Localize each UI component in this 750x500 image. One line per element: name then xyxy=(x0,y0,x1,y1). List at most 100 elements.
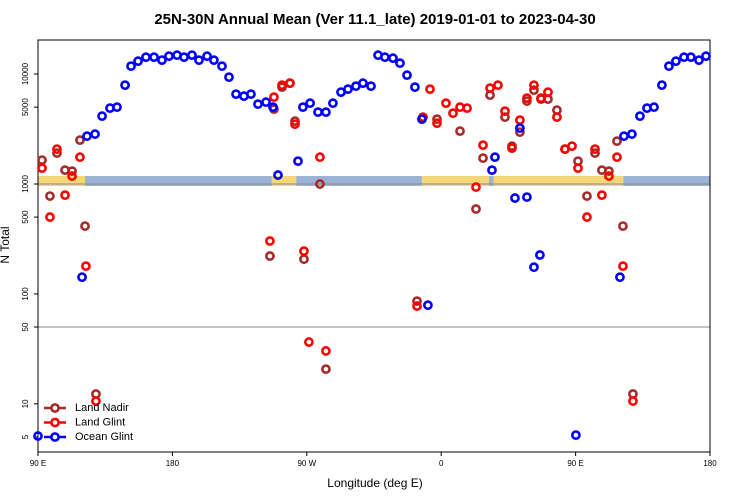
data-point xyxy=(33,431,43,441)
data-point xyxy=(60,190,70,201)
y-tick-label: 10000 xyxy=(21,62,30,85)
y-tick-label: 500 xyxy=(21,210,30,224)
y-tick-label: 100 xyxy=(21,287,30,301)
data-point xyxy=(202,51,212,62)
data-point xyxy=(293,156,303,167)
chart-title: 25N-30N Annual Mean (Ver 11.1_late) 2019… xyxy=(154,11,595,28)
data-point xyxy=(97,111,107,122)
data-point xyxy=(194,55,204,66)
data-point xyxy=(277,80,287,91)
data-point xyxy=(612,136,622,147)
land-segment xyxy=(421,175,489,186)
data-point xyxy=(514,127,525,138)
data-point xyxy=(313,107,323,118)
data-point xyxy=(179,52,189,63)
data-point xyxy=(432,114,442,125)
data-point xyxy=(487,165,497,176)
data-point xyxy=(522,93,532,104)
data-point xyxy=(305,98,315,109)
data-point xyxy=(120,80,130,91)
data-point xyxy=(75,135,85,146)
data-point xyxy=(75,152,85,163)
land-segment xyxy=(493,175,624,186)
data-point xyxy=(485,83,495,94)
data-point xyxy=(290,119,300,130)
data-point xyxy=(90,129,100,139)
data-point xyxy=(612,152,622,163)
data-point xyxy=(514,115,525,126)
data-point xyxy=(321,107,331,118)
data-point xyxy=(615,272,625,283)
data-point xyxy=(471,182,481,192)
data-point xyxy=(543,87,553,98)
data-point xyxy=(303,337,314,347)
data-point xyxy=(380,52,390,63)
data-point xyxy=(285,78,295,89)
data-point xyxy=(478,153,488,164)
y-tick-label: 10 xyxy=(21,399,30,408)
data-point xyxy=(618,261,628,272)
legend-marker xyxy=(50,432,60,442)
data-point xyxy=(462,103,472,114)
x-tick-label: 180 xyxy=(703,459,717,468)
plot-frame xyxy=(37,39,711,453)
x-tick-label: 90 E xyxy=(567,459,583,468)
data-point xyxy=(635,111,645,122)
data-point xyxy=(231,89,241,100)
data-point xyxy=(91,396,101,406)
legend-label: Ocean Glint xyxy=(75,431,133,443)
data-point xyxy=(52,148,62,158)
data-point xyxy=(37,155,47,166)
data-point xyxy=(628,396,638,406)
data-point xyxy=(149,52,159,63)
data-point xyxy=(423,300,433,311)
data-point xyxy=(425,84,435,95)
data-point xyxy=(694,55,704,66)
data-point xyxy=(570,430,581,441)
data-point xyxy=(67,171,77,181)
x-tick-label: 90 W xyxy=(297,459,316,468)
data-point xyxy=(478,140,488,151)
data-point xyxy=(590,144,600,155)
y-tick-label: 1000 xyxy=(21,175,30,193)
data-point xyxy=(328,98,338,109)
data-point xyxy=(80,221,90,231)
data-point xyxy=(529,80,539,91)
data-point xyxy=(685,52,696,63)
data-point xyxy=(388,53,398,64)
y-tick-label: 5000 xyxy=(21,98,30,116)
data-point xyxy=(321,346,331,356)
data-point xyxy=(315,152,325,163)
data-point xyxy=(133,56,143,67)
data-point xyxy=(217,61,227,72)
data-point xyxy=(604,166,614,177)
data-point xyxy=(448,108,458,119)
data-point xyxy=(701,51,711,62)
data-point xyxy=(567,141,577,152)
x-tick-label: 180 xyxy=(166,459,180,468)
data-point xyxy=(412,301,422,311)
data-point xyxy=(441,98,451,109)
data-point xyxy=(265,236,275,246)
data-point xyxy=(410,82,420,93)
data-point xyxy=(432,118,442,129)
data-point xyxy=(209,55,219,66)
data-point xyxy=(358,78,368,89)
legend-marker xyxy=(50,403,60,413)
data-point xyxy=(52,144,62,155)
data-point xyxy=(582,191,592,201)
data-point xyxy=(535,250,545,260)
data-point xyxy=(604,171,614,181)
data-point xyxy=(552,112,562,123)
data-point xyxy=(366,81,376,92)
data-point xyxy=(671,56,681,67)
data-point xyxy=(618,221,628,231)
data-point xyxy=(649,102,659,113)
data-point xyxy=(343,84,353,95)
data-point xyxy=(273,170,283,180)
data-point xyxy=(37,163,47,174)
data-point xyxy=(536,93,546,104)
data-point xyxy=(45,212,55,222)
data-point xyxy=(224,72,234,83)
data-point xyxy=(619,131,629,142)
